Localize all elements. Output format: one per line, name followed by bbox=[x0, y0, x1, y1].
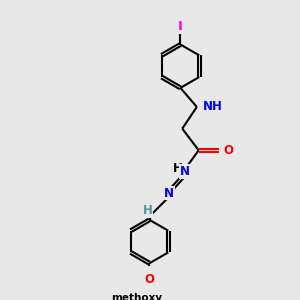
Text: N: N bbox=[180, 165, 190, 178]
Text: I: I bbox=[178, 20, 183, 33]
Text: O: O bbox=[223, 144, 233, 157]
Text: H: H bbox=[173, 162, 183, 175]
Text: O: O bbox=[145, 273, 154, 286]
Text: N: N bbox=[164, 187, 174, 200]
Text: H: H bbox=[142, 204, 152, 217]
Text: NH: NH bbox=[202, 100, 223, 113]
Text: methoxy: methoxy bbox=[112, 292, 163, 300]
